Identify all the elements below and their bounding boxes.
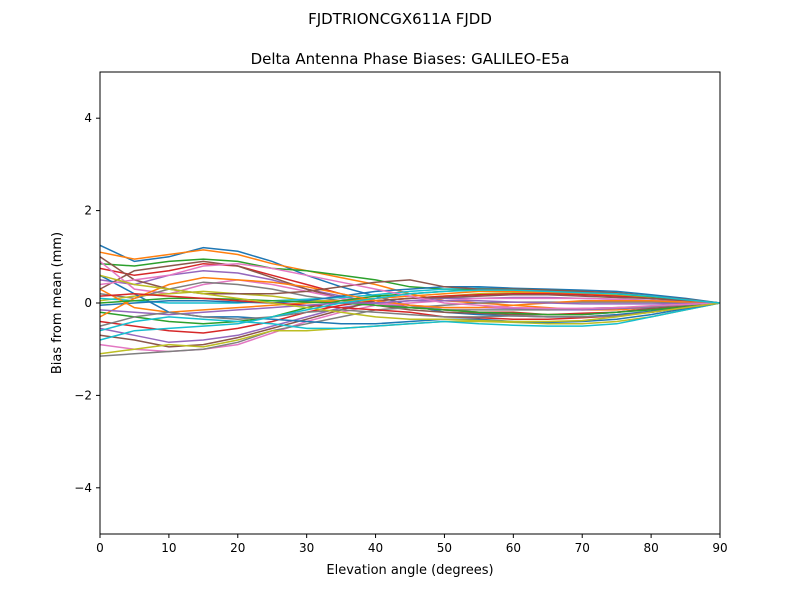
x-tick-label: 80 bbox=[643, 541, 658, 555]
series-line bbox=[99, 302, 721, 327]
x-tick-label: 40 bbox=[368, 541, 383, 555]
y-axis: −4 −2 0 2 4 bbox=[74, 111, 100, 495]
series-lines bbox=[99, 244, 721, 357]
chart-title: Delta Antenna Phase Biases: GALILEO-E5a bbox=[251, 50, 570, 68]
series-line bbox=[99, 262, 721, 310]
series-line bbox=[99, 286, 721, 307]
x-tick-label: 30 bbox=[299, 541, 314, 555]
series-line bbox=[99, 302, 721, 332]
x-axis: 0 10 20 30 40 50 60 70 80 90 bbox=[96, 534, 728, 555]
x-tick-label: 70 bbox=[575, 541, 590, 555]
y-tick-label: −2 bbox=[74, 388, 92, 402]
x-tick-label: 10 bbox=[161, 541, 176, 555]
y-tick-label: 4 bbox=[84, 111, 92, 125]
series-line bbox=[99, 293, 721, 348]
x-tick-label: 60 bbox=[506, 541, 521, 555]
series-line bbox=[99, 299, 721, 316]
x-tick-label: 50 bbox=[437, 541, 452, 555]
x-tick-label: 0 bbox=[96, 541, 104, 555]
x-tick-label: 90 bbox=[712, 541, 727, 555]
y-tick-label: 0 bbox=[84, 296, 92, 310]
figure-suptitle: FJDTRIONCGX611A FJDD bbox=[308, 10, 492, 28]
series-line bbox=[99, 289, 721, 341]
series-line bbox=[99, 244, 721, 318]
y-tick-label: 2 bbox=[84, 204, 92, 218]
x-tick-label: 20 bbox=[230, 541, 245, 555]
y-axis-label: Bias from mean (mm) bbox=[50, 232, 65, 374]
series-line bbox=[99, 276, 721, 318]
y-tick-label: −4 bbox=[74, 481, 92, 495]
x-axis-label: Elevation angle (degrees) bbox=[326, 563, 493, 578]
series-line bbox=[99, 274, 721, 323]
